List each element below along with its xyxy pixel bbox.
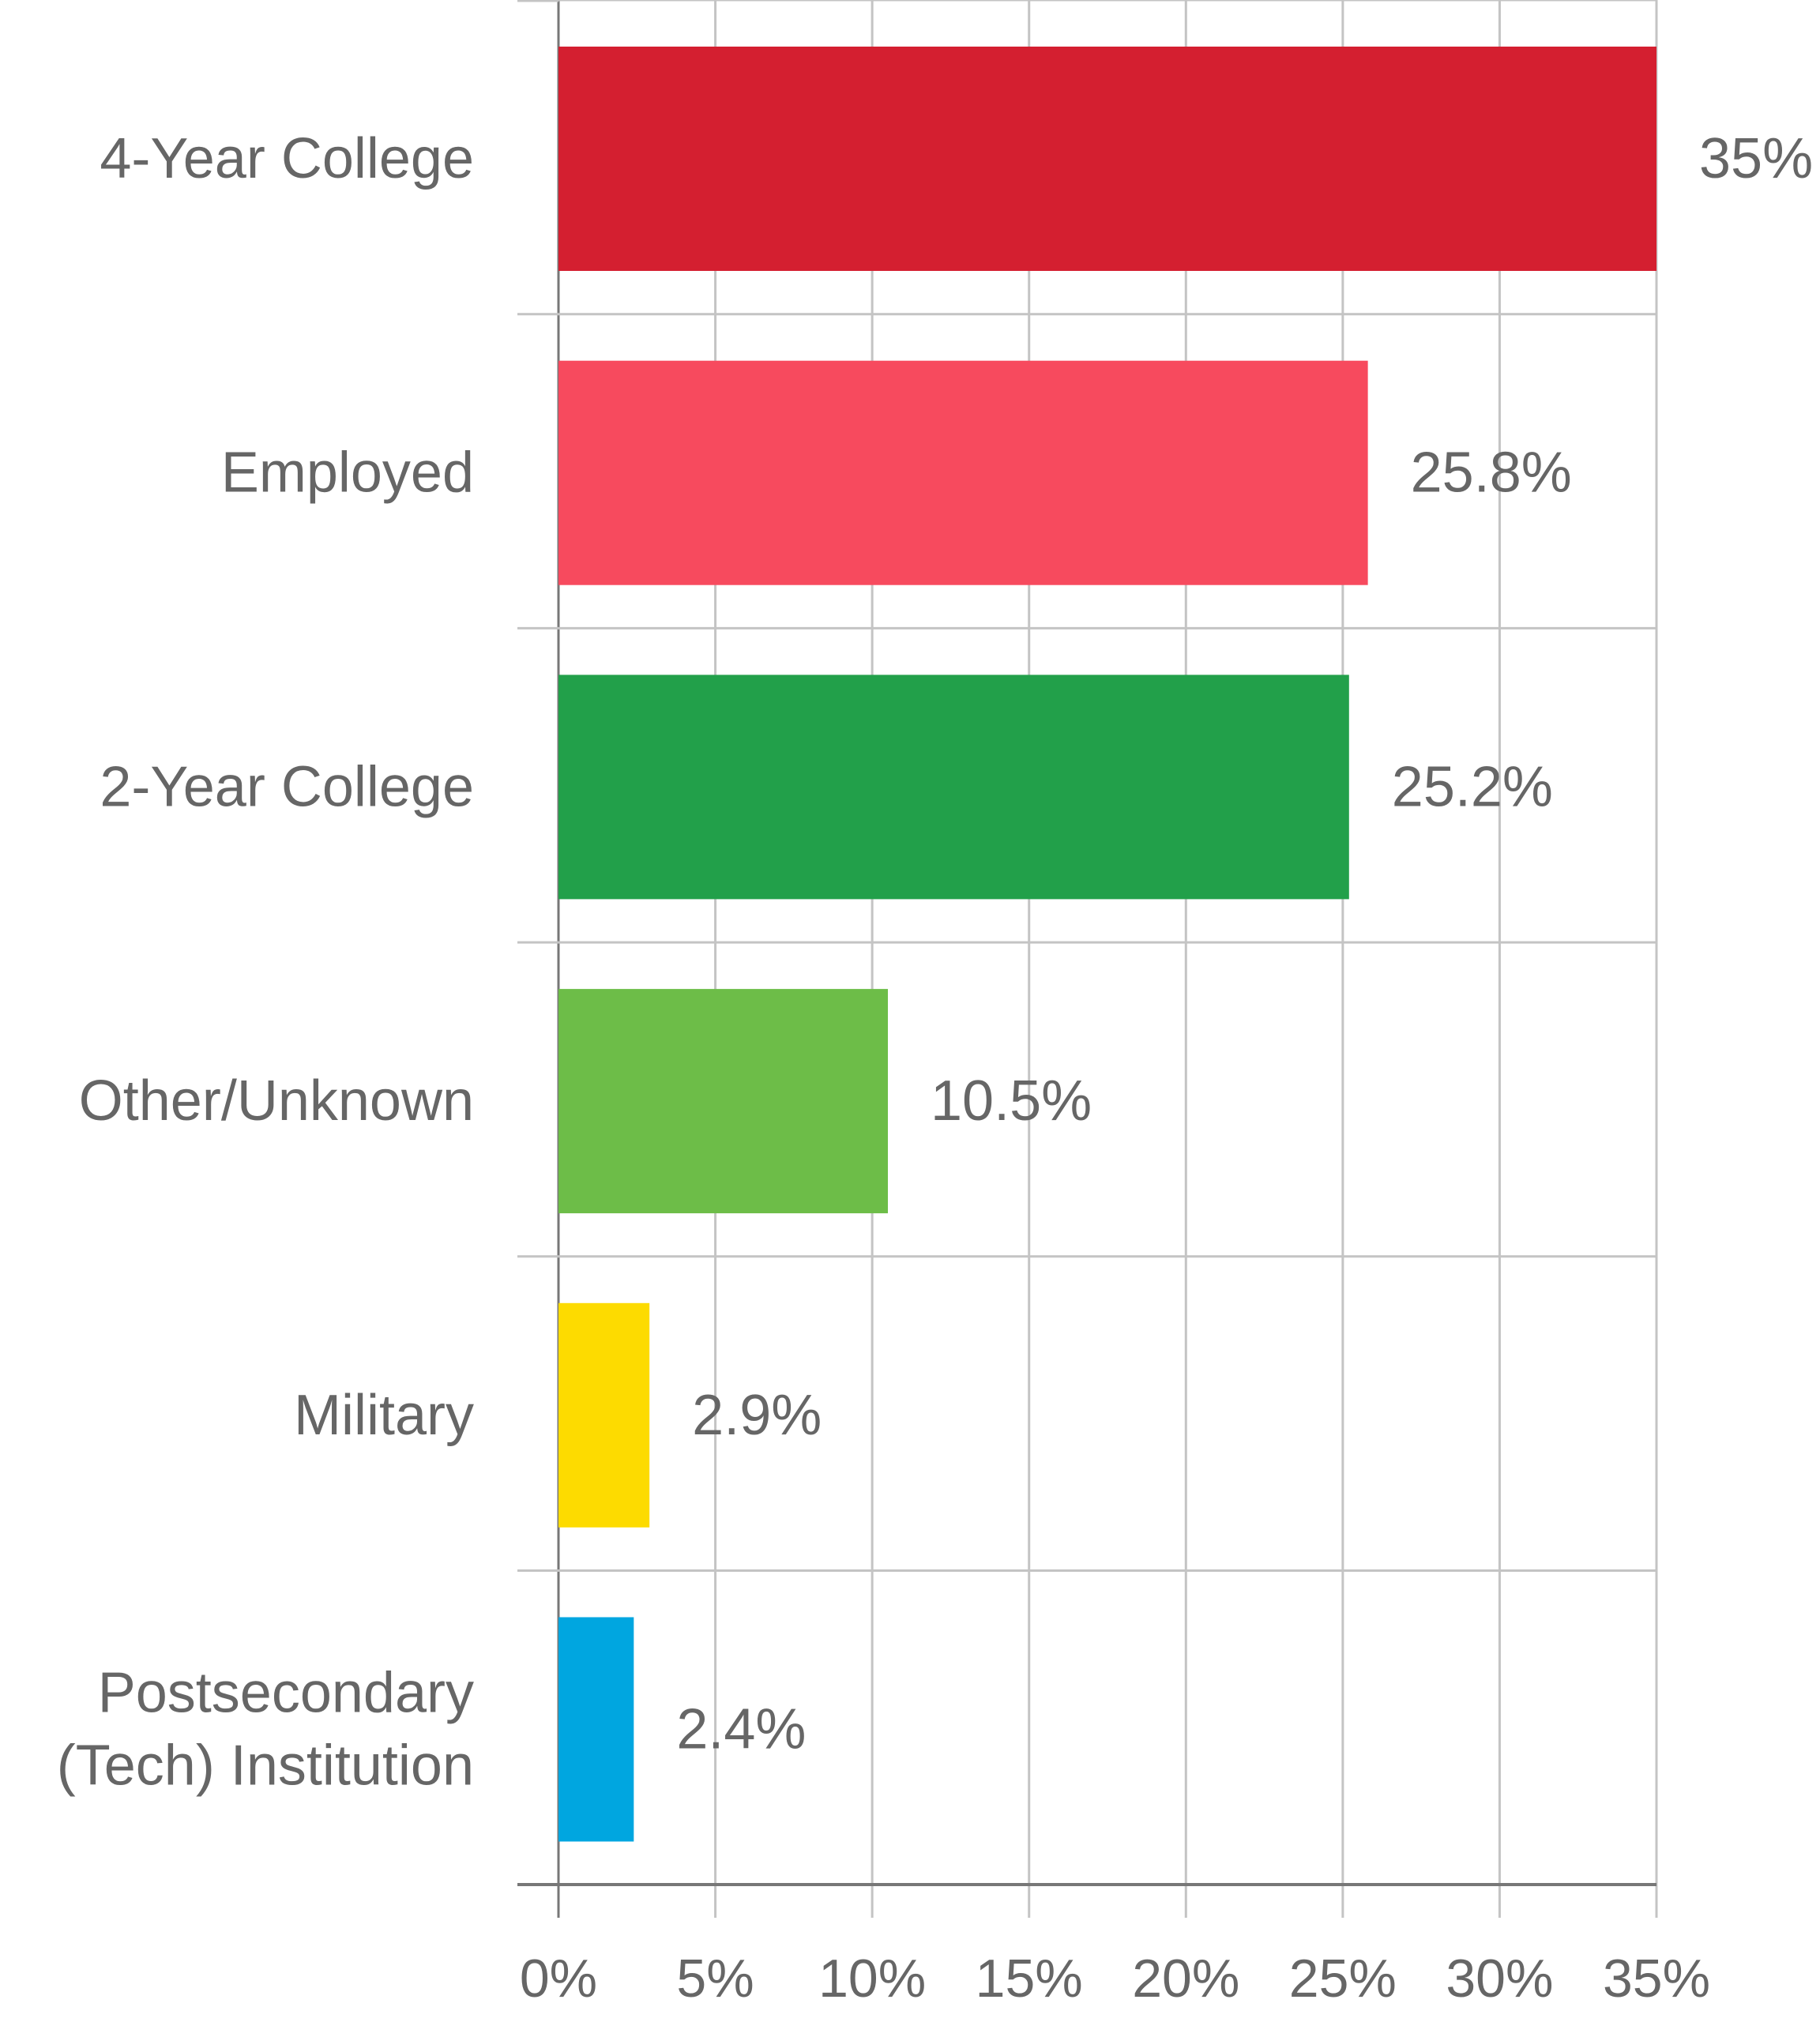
data-label: 2.9% [692, 1384, 822, 1447]
category-label: 2-Year College [100, 755, 474, 818]
data-label: 10.5% [931, 1069, 1092, 1133]
category-label: Military [294, 1384, 474, 1447]
x-tick-label: 25% [1289, 1949, 1397, 2009]
data-label: 35% [1699, 127, 1813, 190]
category-label: Employed [221, 442, 474, 505]
x-tick-label: 5% [676, 1949, 754, 2009]
x-tick-label: 20% [1132, 1949, 1239, 2009]
x-tick-label: 0% [520, 1949, 597, 2009]
bar [558, 47, 1656, 271]
x-tick-label: 30% [1446, 1949, 1553, 2009]
x-tick-label: 35% [1603, 1949, 1710, 2009]
bar [558, 360, 1368, 585]
bar [558, 989, 888, 1214]
x-tick-label: 15% [976, 1949, 1083, 2009]
bar [558, 675, 1349, 900]
category-label: (Tech) Institution [57, 1734, 474, 1798]
data-label: 25.8% [1411, 442, 1572, 505]
data-label: 25.2% [1392, 755, 1553, 818]
data-label: 2.4% [676, 1698, 806, 1761]
category-label: Postsecondary [98, 1662, 474, 1725]
category-label: 4-Year College [100, 127, 474, 190]
bar [558, 1302, 650, 1528]
bar [558, 1617, 634, 1842]
x-tick-label: 10% [818, 1949, 926, 2009]
category-label: Other/Unknown [79, 1069, 474, 1133]
